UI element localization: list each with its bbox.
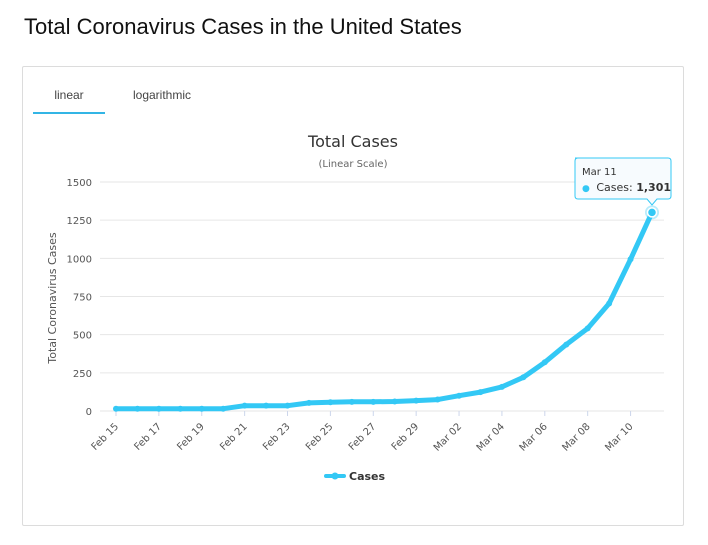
data-point[interactable] — [391, 398, 398, 405]
data-point[interactable] — [370, 398, 377, 405]
data-point[interactable] — [541, 359, 548, 366]
data-point[interactable] — [198, 405, 205, 412]
chart-subtitle: (Linear Scale) — [319, 159, 388, 170]
x-tick-label: Feb 29 — [390, 421, 422, 453]
x-tick-label: Feb 21 — [218, 421, 250, 453]
data-point[interactable] — [241, 402, 248, 409]
tooltip-series: Cases: — [596, 181, 636, 194]
x-tick-label: Mar 10 — [603, 421, 635, 453]
tooltip-bullet: ● — [582, 184, 590, 194]
grid-lines — [100, 181, 664, 412]
x-tick-label: Feb 27 — [347, 421, 379, 453]
data-point[interactable] — [477, 389, 484, 396]
legend-label: Cases — [349, 470, 386, 483]
series-line — [113, 209, 655, 412]
data-point[interactable] — [177, 405, 184, 412]
x-tick-label: Mar 02 — [432, 421, 464, 453]
series-marker-dot — [331, 472, 339, 480]
y-axis-label: Total Coronavirus Cases — [46, 232, 59, 365]
data-point[interactable] — [284, 402, 291, 409]
y-tick-label: 1000 — [67, 254, 92, 265]
data-point[interactable] — [305, 399, 312, 406]
data-point[interactable] — [113, 405, 119, 412]
legend[interactable]: Cases — [324, 470, 386, 483]
tooltip-value: 1,301 — [636, 181, 671, 194]
data-point[interactable] — [498, 383, 505, 390]
data-point[interactable] — [434, 396, 441, 403]
x-tick-label: Mar 06 — [518, 421, 550, 453]
x-tick-label: Feb 25 — [304, 421, 336, 453]
tooltip: Mar 11 ● Cases: 1,301 — [574, 157, 672, 206]
data-point[interactable] — [134, 405, 141, 412]
data-point[interactable] — [646, 207, 658, 218]
tab-linear[interactable]: linear — [33, 79, 105, 114]
tooltip-line: ● Cases: 1,301 — [582, 181, 671, 194]
data-point[interactable] — [606, 300, 613, 307]
data-point[interactable] — [155, 405, 162, 412]
data-point[interactable] — [563, 341, 570, 348]
chart-title: Total Cases — [307, 132, 398, 151]
y-axis-ticks: 0 250 500 750 1000 1250 1500 — [67, 178, 92, 418]
series-cases — [113, 205, 659, 412]
tooltip-box — [574, 157, 672, 206]
y-tick-label: 1500 — [67, 178, 92, 189]
page-title: Total Coronavirus Cases in the United St… — [24, 14, 462, 39]
data-point[interactable] — [456, 392, 463, 399]
data-point[interactable] — [520, 374, 527, 381]
x-axis-ticks: Feb 15 Feb 17 Feb 19 Feb 21 Feb 23 Feb 25 Feb … — [90, 411, 636, 454]
data-point[interactable] — [327, 399, 334, 406]
y-tick-label: 500 — [73, 331, 92, 342]
x-tick-label: Feb 19 — [175, 421, 207, 453]
x-tick-label: Feb 23 — [261, 421, 293, 453]
y-tick-label: 250 — [73, 369, 92, 380]
data-point[interactable] — [263, 402, 270, 409]
data-point[interactable] — [627, 256, 634, 263]
x-tick-label: Feb 15 — [90, 421, 122, 453]
tab-logarithmic[interactable]: logarithmic — [132, 88, 192, 102]
y-tick-label: 750 — [73, 293, 92, 304]
tooltip-date: Mar 11 — [582, 167, 617, 178]
y-tick-label: 0 — [86, 407, 92, 418]
data-point[interactable] — [584, 325, 591, 332]
data-point[interactable] — [348, 398, 355, 405]
y-tick-label: 1250 — [67, 216, 92, 227]
data-point[interactable] — [413, 397, 420, 404]
data-point[interactable] — [220, 405, 227, 412]
x-tick-label: Mar 08 — [560, 421, 592, 453]
x-tick-label: Feb 17 — [132, 421, 164, 453]
x-tick-label: Mar 04 — [475, 421, 507, 453]
